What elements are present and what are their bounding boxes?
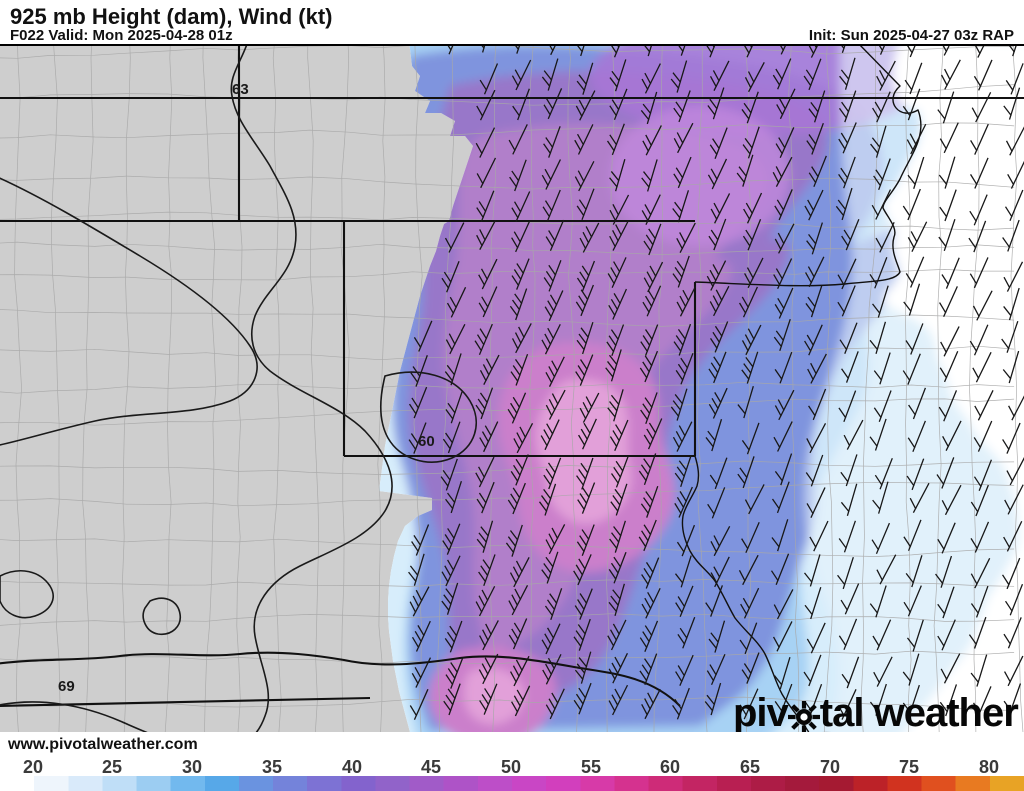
svg-text:63: 63	[232, 81, 249, 98]
svg-text:69: 69	[58, 678, 75, 695]
